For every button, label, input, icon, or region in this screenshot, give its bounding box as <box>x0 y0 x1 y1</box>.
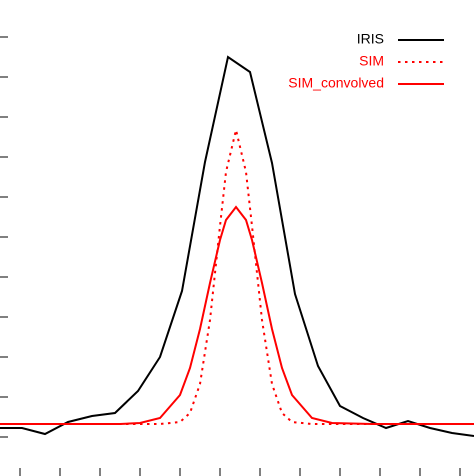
series-line <box>0 129 474 425</box>
legend-label: IRIS <box>357 31 384 47</box>
series-line <box>0 55 474 437</box>
legend-label: SIM <box>359 53 384 69</box>
legend-label: SIM_convolved <box>288 75 384 91</box>
series-line <box>0 205 474 425</box>
